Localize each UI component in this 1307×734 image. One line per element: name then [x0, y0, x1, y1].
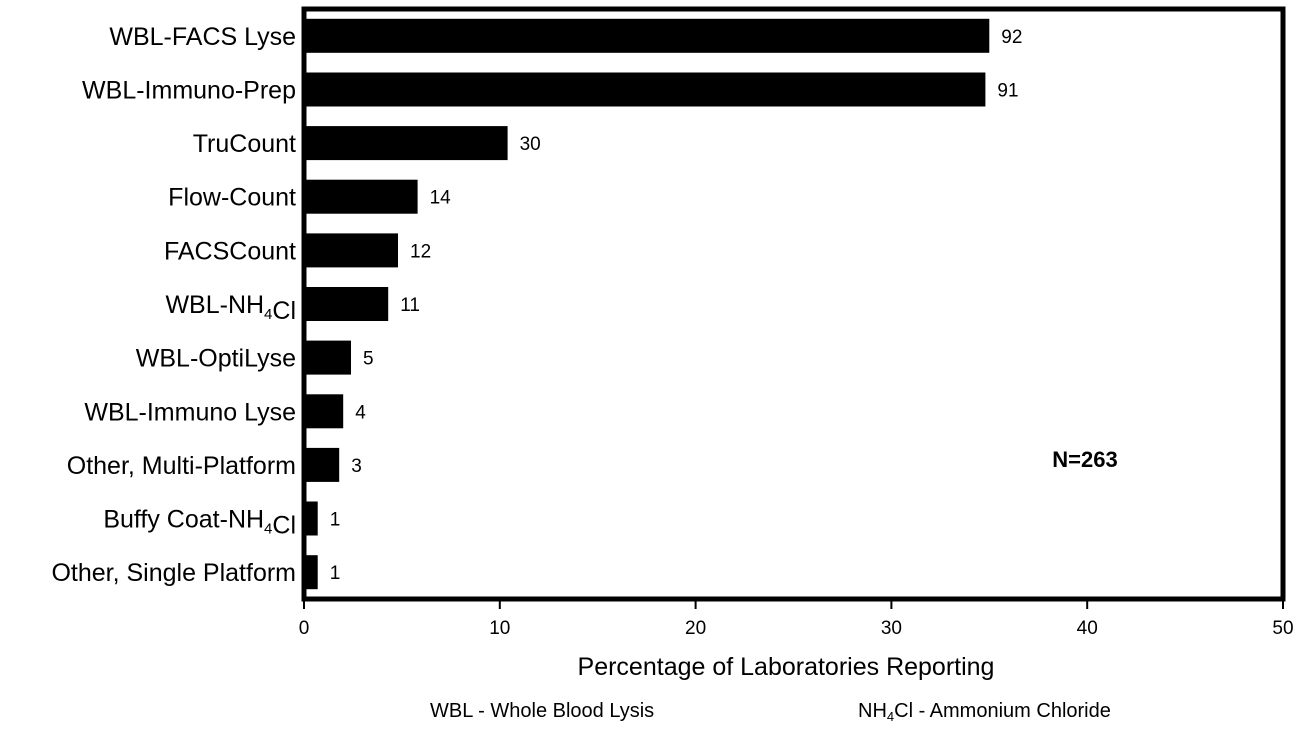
x-tick-label: 0	[299, 618, 310, 639]
x-axis-label: Percentage of Laboratories Reporting	[578, 653, 995, 681]
footnote-nh4cl: NH4Cl - Ammonium Chloride	[858, 700, 1111, 723]
bar	[304, 447, 340, 482]
bar	[304, 287, 389, 321]
category-label: Buffy Coat-NH4Cl	[103, 506, 296, 540]
bar	[304, 233, 398, 268]
data-label: 11	[400, 295, 420, 316]
bar	[304, 179, 418, 214]
category-label: WBL-NH4Cl	[165, 291, 296, 325]
data-label: 1	[330, 510, 341, 531]
bar	[304, 126, 508, 161]
category-label: WBL-OptiLyse	[136, 345, 296, 373]
data-label: 30	[520, 134, 541, 155]
bar	[304, 18, 990, 53]
category-label: WBL-Immuno Lyse	[84, 398, 296, 426]
data-label: 5	[363, 349, 374, 370]
footnote-wbl: WBL - Whole Blood Lysis	[430, 700, 654, 723]
bar	[304, 555, 318, 590]
sample-size-annotation: N=263	[1052, 447, 1117, 472]
category-label: Flow-Count	[168, 184, 296, 212]
x-axis-ticks: 0 10 20 30 40 50	[299, 599, 1294, 639]
data-label: 92	[1001, 27, 1022, 48]
data-label: 3	[351, 456, 362, 477]
plot-frame	[301, 6, 1286, 602]
footnote-nh4cl-rest: Cl - Ammonium Chloride	[894, 700, 1111, 722]
bar	[304, 72, 986, 107]
bars	[304, 18, 990, 590]
footnote-nh4cl-sub: 4	[886, 709, 895, 724]
data-label: 12	[410, 241, 431, 262]
category-label: WBL-Immuno-Prep	[82, 77, 296, 105]
bar	[304, 394, 344, 429]
x-tick-label: 30	[881, 618, 902, 639]
data-label: 1	[330, 563, 341, 584]
data-label: 4	[355, 402, 366, 423]
category-label: Other, Multi-Platform	[67, 452, 296, 480]
data-label: 14	[430, 188, 452, 209]
bar-chart: WBL-FACS Lyse WBL-Immuno-Prep TruCount Flow…	[51, 6, 1294, 681]
data-label: 91	[997, 81, 1018, 102]
x-tick-label: 20	[685, 618, 706, 639]
category-label: FACSCount	[164, 237, 296, 265]
category-label: WBL-FACS Lyse	[109, 23, 296, 51]
x-tick-label: 10	[489, 618, 510, 639]
footnote-wbl-text: WBL - Whole Blood Lysis	[430, 700, 655, 722]
x-tick-label: 50	[1272, 618, 1293, 639]
category-labels: WBL-FACS Lyse WBL-Immuno-Prep TruCount Flow…	[51, 23, 296, 587]
footnote-nh4cl-text: NH	[858, 700, 887, 722]
category-label: TruCount	[193, 130, 296, 158]
bar	[304, 340, 351, 375]
category-label: Other, Single Platform	[51, 559, 296, 587]
x-tick-label: 40	[1077, 618, 1098, 639]
bar	[304, 501, 318, 536]
